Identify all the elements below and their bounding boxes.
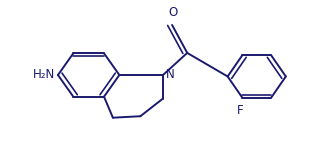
- Text: N: N: [166, 68, 174, 81]
- Text: F: F: [237, 104, 244, 117]
- Text: H₂N: H₂N: [33, 69, 55, 81]
- Text: O: O: [169, 6, 178, 19]
